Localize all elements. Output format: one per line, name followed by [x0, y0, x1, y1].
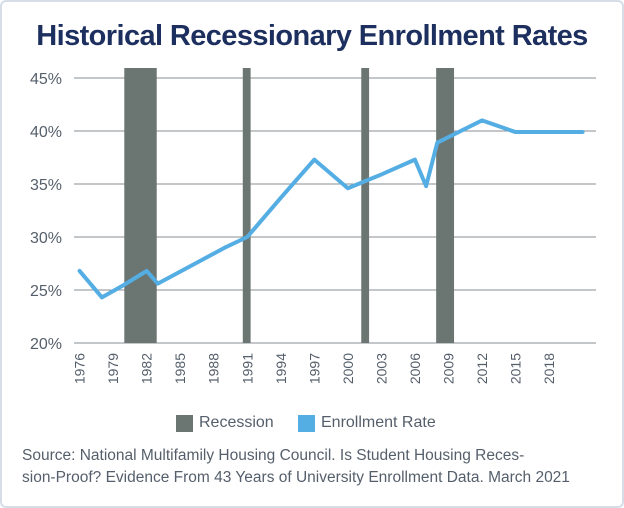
- y-tick-label: 40%: [30, 124, 62, 141]
- x-tick-label: 2006: [407, 353, 423, 384]
- x-tick-label: 1997: [306, 353, 322, 384]
- x-tick-label: 2009: [440, 353, 456, 384]
- x-tick-label: 1976: [72, 353, 88, 384]
- chart-legend: Recession Enrollment Rate: [0, 414, 624, 436]
- recession-bar: [436, 68, 455, 343]
- enrollment-rate-line: [77, 118, 585, 300]
- recession-bar: [361, 68, 370, 343]
- legend-label-enrollment: Enrollment Rate: [321, 414, 436, 431]
- x-tick-label: 1979: [105, 353, 121, 384]
- x-tick-label: 1994: [273, 353, 289, 384]
- x-tick-label: 1991: [239, 353, 255, 384]
- recession-bar: [124, 68, 157, 343]
- legend-item-enrollment: Enrollment Rate: [298, 414, 436, 432]
- x-tick-label: 2015: [508, 353, 524, 384]
- y-tick-label: 25%: [30, 283, 62, 300]
- chart-title: Historical Recessionary Enrollment Rates: [36, 20, 588, 52]
- legend-item-recession: Recession: [176, 414, 274, 432]
- x-tick-label: 1985: [172, 353, 188, 384]
- x-tick-label: 2018: [541, 353, 557, 384]
- x-tick-label: 2003: [373, 353, 389, 384]
- legend-swatch-recession: [176, 414, 193, 432]
- y-tick-label: 20%: [30, 336, 62, 353]
- y-tick-label: 45%: [30, 71, 62, 88]
- recession-bar: [242, 68, 251, 343]
- x-tick-label: 1988: [206, 353, 222, 384]
- y-tick-label: 35%: [30, 177, 62, 194]
- y-tick-label: 30%: [30, 230, 62, 247]
- legend-swatch-enrollment: [298, 414, 315, 432]
- x-tick-label: 1982: [139, 353, 155, 384]
- source-line: Source: National Multifamily Housing Cou…: [22, 447, 570, 486]
- x-tick-label: 2000: [340, 353, 356, 384]
- x-tick-label: 2012: [474, 353, 490, 384]
- source-note: Source: National Multifamily Housing Cou…: [22, 445, 612, 489]
- legend-label-recession: Recession: [199, 414, 274, 431]
